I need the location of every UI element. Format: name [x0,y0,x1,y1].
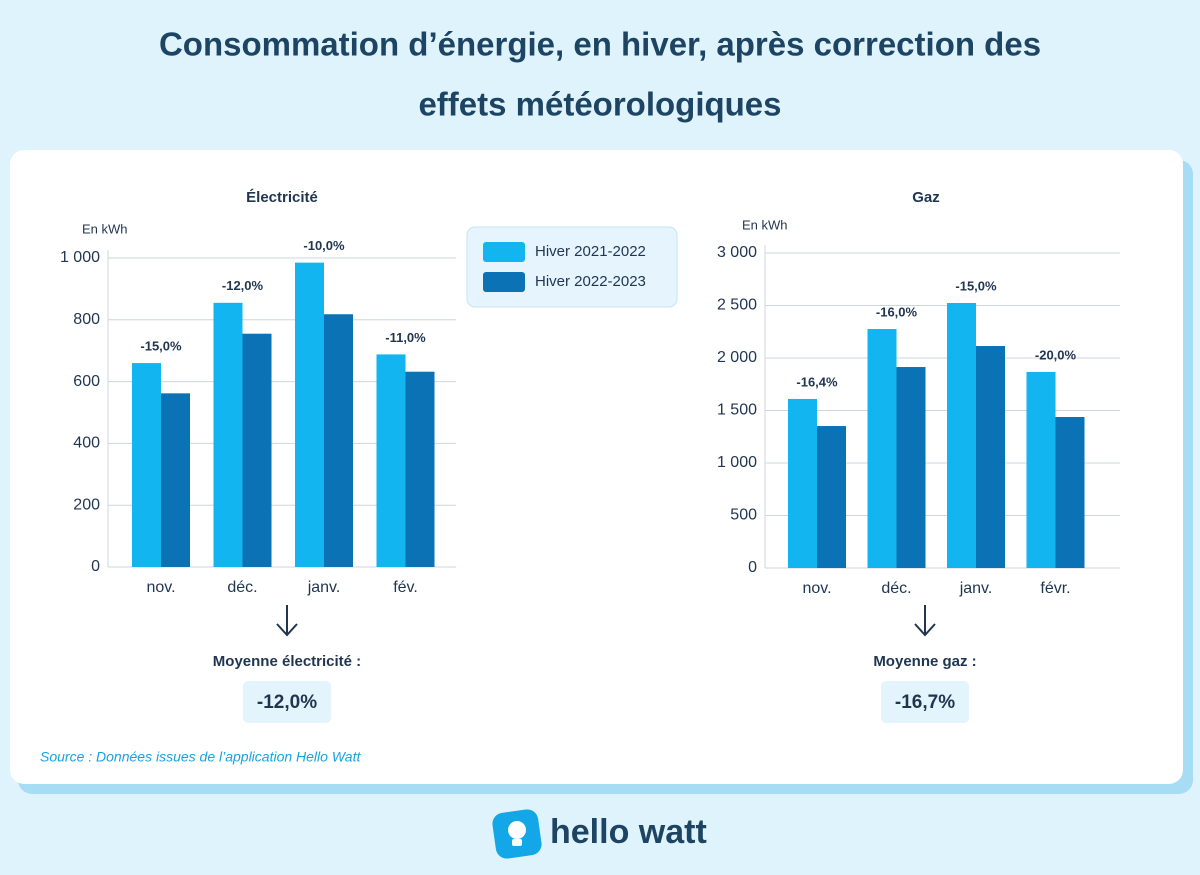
arrow [276,605,298,637]
bar [132,363,161,567]
legend-swatch [483,242,525,262]
average-value: -16,7% [895,692,955,713]
y-tick-label: 200 [73,496,100,513]
bar [1055,417,1085,568]
x-tick-label: fév. [393,579,418,596]
average-value: -12,0% [257,692,317,713]
y-axis-label: En kWh [742,217,788,232]
annotation: -16,4% [796,374,838,389]
y-axis-label: En kWh [82,221,128,236]
bar [867,329,897,568]
x-tick-label: janv. [959,580,993,597]
annotation: -15,0% [955,278,997,293]
annotation: -20,0% [1035,347,1077,362]
y-tick-label: 800 [73,311,100,328]
y-tick-label: 3 000 [717,244,757,261]
average-box [881,681,969,723]
x-tick-label: déc. [881,580,911,597]
brand: hello watt [550,813,707,851]
x-tick-label: févr. [1040,580,1070,597]
y-tick-label: 2 500 [717,297,757,314]
y-tick-label: 400 [73,435,100,452]
y-tick-label: 500 [730,507,757,524]
chart-title: Gaz [912,189,940,206]
annotation: -15,0% [140,338,182,353]
legend-box [466,226,678,308]
average-label: Moyenne électricité : [213,653,361,670]
title: Consommation d’énergie, en hiver, après … [159,26,1041,63]
annotation: -10,0% [303,238,345,253]
bar [788,398,817,568]
bar [817,426,846,568]
logo-bulb-base [512,839,522,846]
average-label: Moyenne gaz : [873,653,976,670]
title: effets météorologiques [418,86,781,123]
annotation: -11,0% [385,330,426,345]
arrow [914,605,936,637]
y-tick-label: 600 [73,373,100,390]
annotation: -12,0% [222,278,264,293]
bar [947,302,976,568]
bar [1026,371,1056,568]
x-tick-label: nov. [146,579,175,596]
source: Source : Données issues de l’application… [40,749,361,765]
bar [242,333,272,567]
bar [324,314,353,567]
y-tick-label: 1 000 [60,249,100,266]
bar [405,371,435,567]
bar [161,393,190,567]
x-tick-label: nov. [802,580,831,597]
y-tick-label: 0 [91,558,100,575]
x-tick-label: déc. [227,579,257,596]
legend-label: Hiver 2022-2023 [535,273,646,290]
logo-bulb [508,821,526,839]
bar [376,354,406,567]
legend-swatch [483,272,525,292]
bar [976,346,1005,568]
bar [295,262,324,567]
chart-title: Électricité [246,189,318,206]
bar [213,302,243,567]
bar [896,367,926,568]
y-tick-label: 2 000 [717,349,757,366]
y-tick-label: 1 500 [717,402,757,419]
annotation: -16,0% [876,304,918,319]
y-tick-label: 0 [748,559,757,576]
y-tick-label: 1 000 [717,454,757,471]
x-tick-label: janv. [307,579,341,596]
average-box [243,681,331,723]
legend-label: Hiver 2021-2022 [535,243,646,260]
